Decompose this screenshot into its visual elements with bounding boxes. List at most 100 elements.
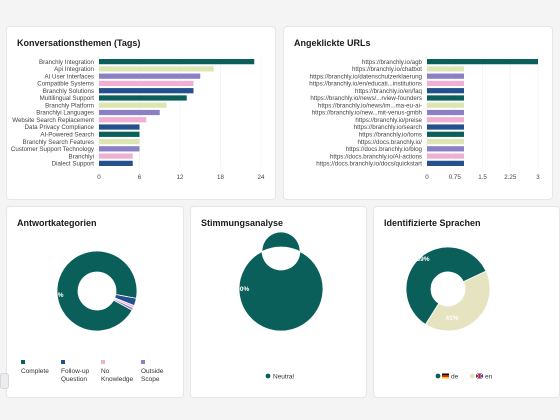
category-label: https://branchly.io/preise [355, 117, 422, 124]
donut-slice[interactable] [113, 298, 134, 311]
bar[interactable] [99, 160, 133, 166]
category-label: https://branchly.io/chatbot [352, 66, 422, 73]
bar[interactable] [99, 131, 140, 137]
bar[interactable] [427, 117, 464, 123]
category-label: https://branchly.io/search [354, 124, 423, 131]
bar[interactable] [99, 59, 255, 65]
legend-swatch [21, 360, 25, 364]
bar[interactable] [427, 95, 464, 101]
bar[interactable] [99, 73, 201, 79]
slice-percentage-label: 41% [445, 315, 458, 322]
legend-label[interactable]: Outside [141, 368, 164, 375]
bar[interactable] [427, 146, 464, 152]
x-tick-label: 3 [536, 174, 540, 181]
bar[interactable] [427, 80, 464, 87]
category-label: https://branchly.io/agb [362, 59, 423, 66]
x-tick-label: 6 [138, 174, 142, 181]
bar[interactable] [99, 95, 187, 101]
category-label: AI User Interfaces [44, 73, 94, 80]
bar[interactable] [427, 73, 464, 79]
x-tick-label: 0 [97, 174, 101, 181]
category-label: https://docs.branchly.io/ [357, 139, 422, 146]
languages-title: Identifizierte Sprachen [384, 218, 481, 228]
legend-label[interactable]: Neutral [273, 374, 295, 381]
legend-swatch [101, 360, 105, 364]
bar[interactable] [427, 124, 464, 130]
category-label: https://branchly.io/en/educati...institu… [309, 81, 422, 88]
sentiment-donut: 100% Neutral [233, 231, 324, 381]
bar[interactable] [427, 59, 538, 65]
bar[interactable] [427, 160, 464, 166]
de-flag-icon [442, 373, 449, 379]
bar[interactable] [99, 146, 140, 152]
category-label: Branchly Solutions [43, 88, 94, 95]
category-label: https://branchly.io/news/im...ma-eu-ai- [318, 102, 422, 109]
legend-swatch [141, 360, 145, 364]
legend-label[interactable]: Question [61, 376, 87, 383]
urls-chart-card: Angeklickte URLs 0 0.75 1.5 2.25 3 https://br… [283, 26, 553, 200]
category-label: Branchly Integration [39, 59, 95, 66]
category-label: Branchlyi Languages [36, 110, 94, 117]
bar[interactable] [99, 88, 194, 94]
tags-chart-title: Konversationsthemen (Tags) [17, 38, 141, 48]
category-label: https://branchly.io/news/...rview-founde… [310, 95, 422, 102]
bar[interactable] [99, 102, 167, 108]
legend-label[interactable]: No [101, 368, 110, 375]
category-label: https://branchly.io/en/faq [355, 88, 423, 95]
x-tick-label: 0 [425, 174, 429, 181]
bar[interactable] [99, 124, 140, 130]
category-label: Website Search Replacement [12, 117, 94, 124]
bar[interactable] [427, 138, 464, 145]
x-tick-label: 2.25 [504, 174, 517, 181]
category-label: https://branchly.io/datenschutzerklaerun… [310, 73, 423, 80]
sentiment-title: Stimmungsanalyse [201, 218, 284, 228]
category-label: Dialect Support [52, 161, 95, 168]
side-scroll-handle[interactable] [0, 373, 9, 389]
bar[interactable] [427, 109, 464, 116]
slice-percentage-label: 59% [416, 256, 429, 263]
category-label: https://docs.branchly.io/blog [346, 146, 423, 153]
bar[interactable] [99, 138, 140, 145]
legend-label[interactable]: Knowledge [101, 376, 134, 383]
legend-label[interactable]: de [451, 374, 459, 381]
legend-label[interactable]: en [485, 374, 493, 381]
donut-slice[interactable] [56, 250, 138, 332]
x-tick-label: 12 [177, 174, 184, 181]
legend-label[interactable]: Follow-up [61, 368, 90, 375]
category-label: Multilingual Support [40, 95, 95, 102]
category-label: https://docs.branchly.io/AI-actions [330, 153, 422, 160]
legend-swatch [435, 373, 441, 379]
gb-flag-icon [475, 373, 484, 379]
sentiment-card: Stimmungsanalyse 100% Neutral [190, 206, 367, 398]
category-label: Branchly Search Features [22, 139, 94, 146]
x-tick-label: 24 [258, 174, 265, 181]
donut-slice[interactable] [424, 270, 491, 332]
bar[interactable] [427, 153, 464, 159]
bar[interactable] [99, 80, 194, 87]
languages-card: Identifizierte Sprachen 59% 41% de en [373, 206, 560, 398]
category-label: Data Privacy Compliance [25, 124, 95, 131]
legend-label[interactable]: Scope [141, 376, 160, 383]
category-label: https://branchly.io/toms [359, 132, 422, 139]
response-categories-card: Antwortkategorien 95% Complete Follow-up Qu… [6, 206, 184, 398]
category-label: Branchlyi [69, 153, 94, 160]
bar[interactable] [427, 131, 464, 137]
legend-swatch [469, 373, 475, 379]
bar[interactable] [427, 88, 464, 94]
donut-slice[interactable] [405, 246, 487, 326]
legend-swatch [265, 373, 271, 379]
bar[interactable] [99, 109, 160, 116]
legend-label[interactable]: Complete [21, 368, 49, 375]
bar[interactable] [427, 102, 464, 108]
bar[interactable] [99, 66, 214, 72]
slice-percentage-label: 95% [50, 292, 63, 299]
donut-slice[interactable] [238, 231, 324, 332]
bar[interactable] [427, 66, 464, 72]
legend-swatch [61, 360, 65, 364]
bar[interactable] [99, 153, 133, 159]
category-label: https://branchly.io/new...mit-venus-gmbh [312, 110, 423, 117]
x-tick-label: 0.75 [449, 174, 462, 181]
bar[interactable] [99, 117, 147, 123]
